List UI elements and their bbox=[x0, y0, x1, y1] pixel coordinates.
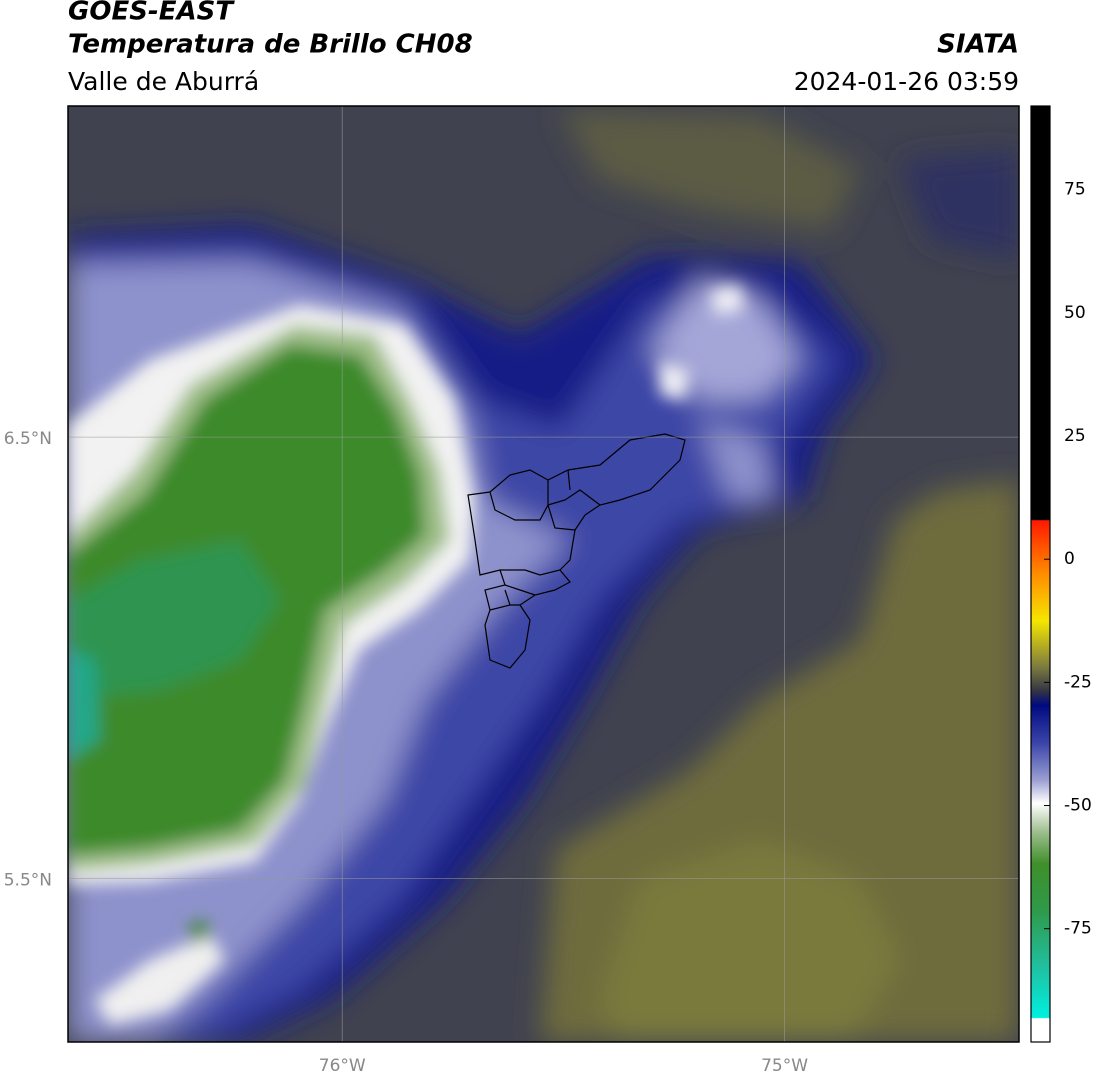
colorbar-tick-label: 25 bbox=[1064, 426, 1086, 446]
colorbar-tick-label: -75 bbox=[1064, 919, 1092, 939]
subtitle: Temperatura de Brillo CH08 bbox=[68, 30, 473, 60]
region: Valle de Aburrá bbox=[68, 67, 259, 96]
colorbar-tick-label: 75 bbox=[1064, 180, 1086, 200]
colorbar-tick-label: -50 bbox=[1064, 796, 1092, 816]
satellite-image bbox=[68, 106, 1019, 1042]
source: SIATA bbox=[937, 30, 1019, 60]
y-tick-label: 6.5°N bbox=[4, 429, 52, 449]
colorbar-tick-label: -25 bbox=[1064, 672, 1092, 692]
colorbar-tick-label: 0 bbox=[1064, 549, 1075, 569]
grid bbox=[68, 106, 1019, 1042]
x-tick-label: 76°W bbox=[319, 1056, 366, 1076]
map-frame bbox=[67, 105, 1020, 1043]
datetime: 2024-01-26 03:59 bbox=[794, 67, 1019, 96]
title: GOES-EAST bbox=[68, 0, 235, 27]
colorbar-tick-label: 50 bbox=[1064, 303, 1086, 323]
y-tick-label: 5.5°N bbox=[4, 871, 52, 891]
colorbar bbox=[1030, 105, 1051, 1043]
municipality-outlines bbox=[467, 433, 686, 669]
x-tick-label: 75°W bbox=[761, 1056, 808, 1076]
